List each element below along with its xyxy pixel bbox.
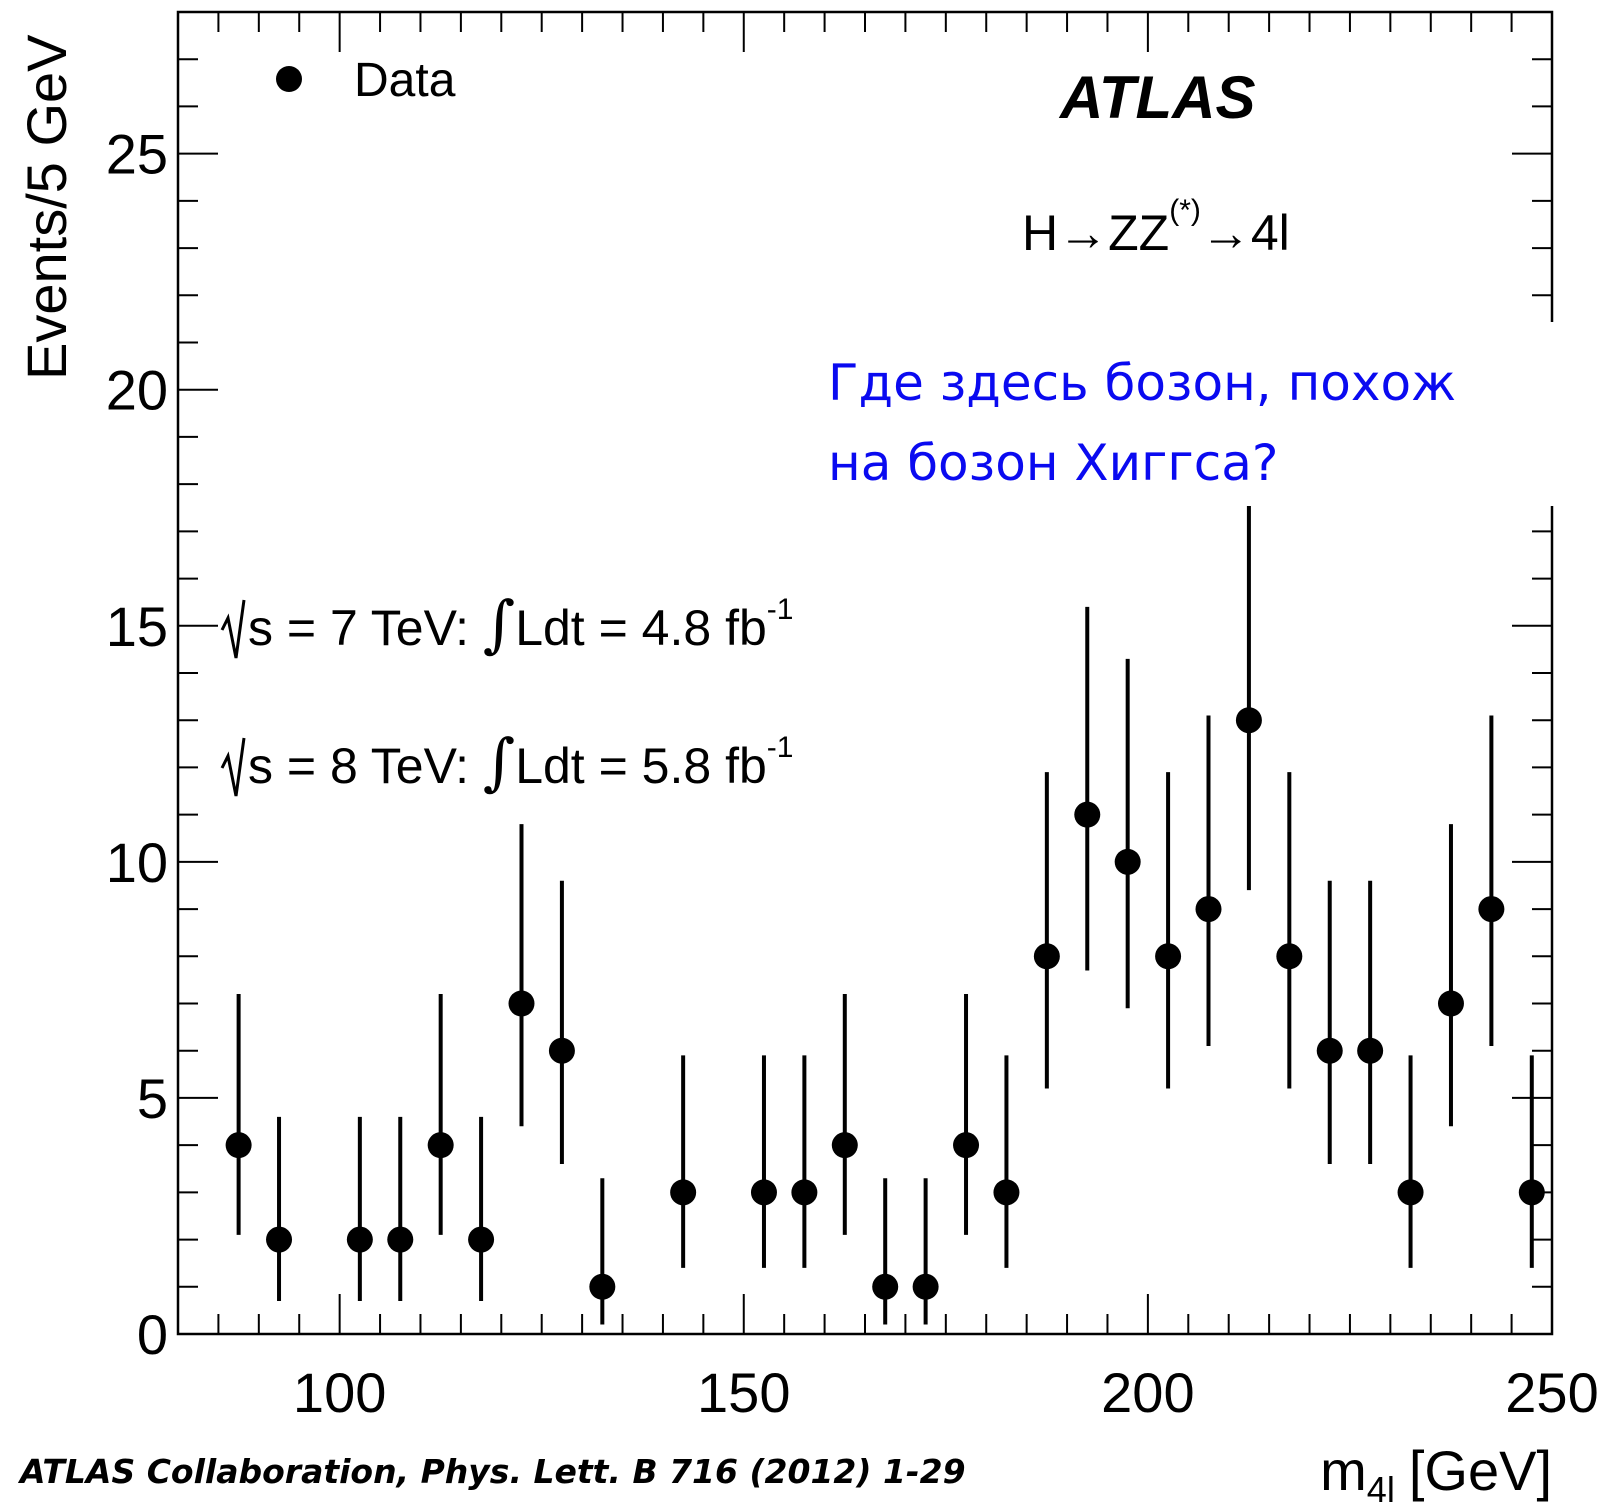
lumi-line-8tev-value: Ldt = 5.8 fb [515,738,767,794]
tick-labels: 100 150 200 250 0 5 10 15 20 25 [106,123,1599,1424]
data-point [225,1132,252,1159]
integral-sign-icon: ∫ [483,725,515,798]
data-point [1316,1037,1343,1064]
x-tick-label: 200 [1101,1361,1194,1424]
lumi-line-8tev-sup: -1 [767,731,794,764]
lumi-line-7tev: s = 7 TeV: ∫Ldt = 4.8 fb-1 [220,587,793,660]
y-tick-label: 0 [137,1303,168,1366]
x-tick-label: 100 [293,1361,386,1424]
sqrt-sign-icon [220,737,246,797]
data-point [387,1226,414,1253]
citation: ATLAS Collaboration, Phys. Lett. B 716 (… [20,1452,966,1491]
data-point [468,1226,495,1253]
process-label-main: H→ZZ [1022,205,1169,261]
lumi-line-7tev-prefix: s = 7 TeV: [248,600,483,656]
lumi-line-8tev: s = 8 TeV: ∫Ldt = 5.8 fb-1 [220,725,793,798]
data-point [1155,943,1182,970]
data-point [266,1226,293,1253]
legend-marker-data [276,66,302,92]
data-point [548,1037,575,1064]
process-label-sup: (*) [1169,194,1201,227]
x-tick-label: 150 [697,1361,790,1424]
y-tick-label: 5 [137,1067,168,1130]
data-point [1033,943,1060,970]
lumi-line-8tev-prefix: s = 8 TeV: [248,738,483,794]
data-point [912,1273,939,1300]
data-point [872,1273,899,1300]
x-axis-label-symbol: m [1320,1439,1367,1502]
experiment-label: ATLAS [1058,64,1256,131]
x-axis-label-unit: [GeV] [1409,1439,1552,1502]
process-label: H→ZZ(*)→4l [1022,194,1290,261]
data-point [831,1132,858,1159]
legend-label-data: Data [354,54,456,107]
data-point [1276,943,1303,970]
axis-ticks [177,11,1553,1335]
data-point [346,1226,373,1253]
data-point [1397,1179,1424,1206]
data-point [427,1132,454,1159]
data-point [1114,848,1141,875]
y-tick-label: 20 [106,359,168,422]
y-tick-label: 10 [106,831,168,894]
y-axis-label: Events/5 GeV [15,34,78,380]
data-point [589,1273,616,1300]
question-line-1: Где здесь бозон, похож [828,354,1456,412]
data-point [1357,1037,1384,1064]
data-point [953,1132,980,1159]
lumi-line-8tev-text: s = 8 TeV: ∫Ldt = 5.8 fb-1 [248,725,793,798]
lumi-line-7tev-sup: -1 [767,593,794,626]
data-point [1235,707,1262,734]
data-point [1195,896,1222,923]
question-line-2: на бозон Хиггса? [828,434,1278,492]
sqrt-sign-icon [220,599,246,659]
data-point [670,1179,697,1206]
lumi-line-7tev-value: Ldt = 4.8 fb [515,600,767,656]
data-points [225,498,1545,1325]
x-axis-label-subscript: 4l [1367,1469,1395,1504]
process-label-tail: →4l [1201,205,1290,261]
data-point [1518,1179,1545,1206]
x-axis-label: m4l [GeV] [1320,1439,1552,1504]
data-point [791,1179,818,1206]
data-point [750,1179,777,1206]
x-tick-label: 250 [1505,1361,1598,1424]
question-backdrop [822,322,1620,506]
data-point [1437,990,1464,1017]
integral-sign-icon: ∫ [483,587,515,660]
data-point [508,990,535,1017]
y-tick-label: 25 [106,123,168,186]
lumi-line-7tev-text: s = 7 TeV: ∫Ldt = 4.8 fb-1 [248,587,793,660]
data-point [1074,801,1101,828]
y-tick-label: 15 [106,595,168,658]
data-point [1478,896,1505,923]
data-point [993,1179,1020,1206]
plot-frame [176,10,1554,1336]
